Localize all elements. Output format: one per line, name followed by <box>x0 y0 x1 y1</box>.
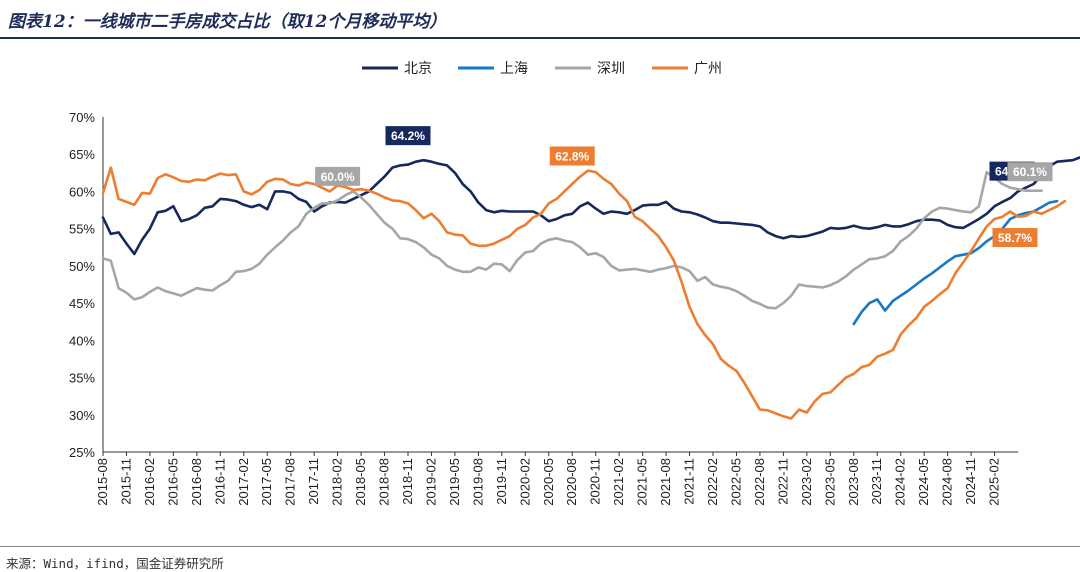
y-tick-label: 50% <box>69 259 95 274</box>
x-tick-label: 2016-11 <box>212 458 227 505</box>
callout-label: 58.7% <box>998 231 1032 245</box>
x-tick-label: 2017-05 <box>259 458 274 506</box>
x-tick-label: 2024-11 <box>963 458 978 505</box>
header: 图表12：一线城市二手房成交占比（取12个月移动平均） <box>0 0 1080 40</box>
x-tick-label: 2021-02 <box>611 458 626 506</box>
callout-box <box>315 166 361 186</box>
x-tick-label: 2022-02 <box>705 458 720 506</box>
series-lines <box>101 156 1080 420</box>
y-tick-label: 55% <box>69 222 95 237</box>
x-tick-label: 2018-11 <box>400 458 415 505</box>
x-tick-label: 2023-11 <box>869 458 884 505</box>
callout-box <box>549 146 595 166</box>
x-tick-label: 2015-11 <box>118 458 133 505</box>
callout-label: 62.8% <box>555 150 589 164</box>
legend-label: 上海 <box>500 61 528 77</box>
callout-box <box>1007 162 1053 182</box>
y-tick-label: 25% <box>69 445 95 460</box>
x-tick-label: 2017-11 <box>306 458 321 505</box>
y-tick-label: 45% <box>69 296 95 311</box>
x-tick-label: 2016-05 <box>165 458 180 506</box>
callout-label: 60.0% <box>321 170 355 184</box>
legend-label: 深圳 <box>597 61 625 77</box>
callout-box <box>385 126 431 146</box>
x-tick-label: 2024-08 <box>940 458 955 506</box>
y-tick-label: 30% <box>69 408 95 423</box>
x-tick-label: 2022-08 <box>752 458 767 506</box>
x-tick-label: 2016-08 <box>189 458 204 506</box>
x-tick-label: 2017-02 <box>236 458 251 506</box>
x-tick-label: 2020-08 <box>564 458 579 506</box>
x-tick-label: 2018-05 <box>353 458 368 506</box>
x-tick-label: 2021-08 <box>658 458 673 506</box>
x-tick-label: 2020-05 <box>541 458 556 506</box>
source-note: 来源：Wind，ifind，国金证券研究所 <box>6 556 224 571</box>
series-line <box>101 170 1043 310</box>
x-tick-label: 2019-05 <box>447 458 462 506</box>
y-tick-label: 35% <box>69 371 95 386</box>
x-tick-label: 2016-02 <box>142 458 157 506</box>
callout-label: 60.1% <box>1013 165 1047 179</box>
x-tick-label: 2019-11 <box>494 458 509 505</box>
x-tick-label: 2020-02 <box>517 458 532 506</box>
footer-divider <box>0 546 1080 547</box>
chart-title: 图表12：一线城市二手房成交占比（取12个月移动平均） <box>8 12 447 32</box>
x-tick-label: 2018-02 <box>330 458 345 506</box>
x-tick-label: 2023-05 <box>822 458 837 506</box>
x-tick-label: 2018-08 <box>377 458 392 506</box>
series-line <box>101 156 1080 256</box>
series-line <box>101 166 1067 420</box>
callout-label: 64.2% <box>391 129 425 143</box>
x-tick-label: 2021-05 <box>635 458 650 506</box>
title-divider <box>0 37 1080 39</box>
x-tick-label: 2023-08 <box>846 458 861 506</box>
x-tick-label: 2023-02 <box>799 458 814 506</box>
line-chart: 北京 上海 深圳 广州 70%65%60%55%50%45%40%35%30%25% … <box>69 61 1080 506</box>
x-tick-label: 2015-08 <box>95 458 110 506</box>
legend-label: 广州 <box>694 61 722 77</box>
x-tick-label: 2021-11 <box>682 458 697 505</box>
x-tick-label: 2020-11 <box>588 458 603 505</box>
x-tick-label: 2017-08 <box>283 458 298 506</box>
x-tick-label: 2024-02 <box>893 458 908 506</box>
x-axis: 2015-08 2015-11 2016-02 2016-05 2016-08 2016-… <box>95 451 1018 506</box>
callout-box <box>992 228 1038 248</box>
legend-label: 北京 <box>404 61 432 77</box>
x-tick-label: 2024-05 <box>916 458 931 506</box>
series-line <box>852 199 1059 326</box>
x-tick-label: 2019-02 <box>423 458 438 506</box>
y-tick-label: 65% <box>69 147 95 162</box>
x-tick-label: 2025-02 <box>987 458 1002 506</box>
y-tick-label: 70% <box>69 110 95 125</box>
legend: 北京 上海 深圳 广州 <box>362 61 722 77</box>
y-tick-label: 60% <box>69 184 95 199</box>
x-tick-label: 2019-08 <box>470 458 485 506</box>
x-tick-label: 2022-11 <box>775 458 790 505</box>
y-tick-label: 40% <box>69 333 95 348</box>
x-tick-label: 2022-05 <box>728 458 743 506</box>
y-axis: 70% 65% 60% 55% 50% 45% 40% 35% 30% 25% <box>69 110 104 460</box>
callouts: 64.2%60.0%62.8%64.6%60.1%58.7% <box>315 126 1053 248</box>
